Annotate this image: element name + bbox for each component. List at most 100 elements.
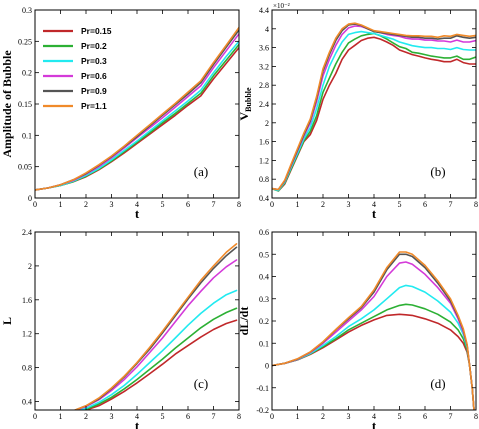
y-tick-label: 2 bbox=[28, 262, 32, 271]
x-axis-label: t bbox=[135, 418, 140, 429]
x-tick-label: 8 bbox=[474, 412, 478, 421]
legend-label: Pr=0.15 bbox=[81, 26, 112, 36]
y-tick-label: 0.5 bbox=[259, 250, 269, 259]
x-tick-label: 0 bbox=[33, 200, 37, 209]
legend-label: Pr=0.6 bbox=[81, 71, 107, 81]
series-line-pr-1-1 bbox=[35, 26, 239, 191]
y-axis-label-main: Amplitude of Bubble bbox=[0, 50, 14, 158]
y-tick-label: 0.2 bbox=[22, 69, 32, 78]
y-axis-label-main: V bbox=[237, 112, 251, 121]
legend: Pr=0.15 Pr=0.2 Pr=0.3 Pr=0.6 Pr=0.9 Pr=1.1 bbox=[43, 26, 112, 111]
x-tick-label: 6 bbox=[423, 200, 427, 209]
y-tick-label: 0.8 bbox=[22, 364, 32, 373]
y-tick-label: -0.1 bbox=[256, 384, 269, 393]
panel-label: (c) bbox=[194, 376, 208, 391]
x-tick-label: 0 bbox=[270, 200, 274, 209]
series-line-pr-0-3 bbox=[76, 289, 238, 410]
y-tick-label: 0.25 bbox=[18, 37, 32, 46]
chart-panel-c: 0 1 2 3 4 5 6 7 8 0.4 0.8 1.2 1.6 2 2.4 t L (c) bbox=[0, 228, 241, 429]
panel-label: (b) bbox=[430, 164, 445, 179]
x-tick-label: 3 bbox=[347, 200, 351, 209]
y-tick-label: 2.8 bbox=[259, 81, 269, 90]
y-tick-label: 0.8 bbox=[259, 175, 269, 184]
series-line-pr-0-9 bbox=[35, 29, 239, 191]
x-tick-label: 3 bbox=[110, 200, 114, 209]
x-tick-label: 5 bbox=[161, 412, 165, 421]
x-tick-label: 0 bbox=[270, 412, 274, 421]
y-axis-label: L bbox=[0, 317, 14, 325]
x-axis-label: t bbox=[372, 206, 377, 221]
y-tick-label: 1.6 bbox=[22, 296, 32, 305]
y-tick-label: 0.05 bbox=[18, 163, 32, 172]
plot-frame bbox=[34, 9, 240, 199]
x-tick-label: 0 bbox=[33, 412, 37, 421]
y-tick-label: 0.4 bbox=[259, 194, 269, 203]
x-tick-label: 3 bbox=[347, 412, 351, 421]
series-line-pr-0-2 bbox=[77, 307, 238, 410]
x-tick-label: 1 bbox=[296, 412, 300, 421]
y-tick-label: 0 bbox=[265, 362, 269, 371]
series-line-pr-0-15 bbox=[272, 313, 475, 410]
y-axis-label: VBubble bbox=[237, 87, 253, 121]
series-lines bbox=[35, 26, 239, 191]
y-tick-label: 0.4 bbox=[22, 398, 32, 407]
y-tick-label: 2.4 bbox=[259, 100, 269, 109]
series-lines bbox=[272, 251, 475, 410]
y-axis-label: dL/dt bbox=[237, 307, 251, 336]
x-tick-label: 3 bbox=[110, 412, 114, 421]
y-tick-label: -0.2 bbox=[256, 406, 269, 415]
series-line-pr-0-3 bbox=[35, 40, 239, 191]
y-tick-label: 1.6 bbox=[259, 138, 269, 147]
series-lines bbox=[73, 243, 238, 410]
y-tick-label: 2 bbox=[265, 119, 269, 128]
y-tick-label: 3.6 bbox=[259, 44, 269, 53]
x-tick-label: 5 bbox=[161, 200, 165, 209]
y-tick-label: 4 bbox=[265, 25, 269, 34]
x-tick-label: 8 bbox=[237, 200, 241, 209]
series-line-pr-1-1 bbox=[73, 243, 238, 410]
y-axis-label-subscript: Bubble bbox=[244, 87, 253, 112]
chart-panel-d: 0 1 2 3 4 5 6 7 8 -0.2 -0.1 0 0.1 0.2 0.3 0.4 0.5 0.6 t dL/… bbox=[237, 228, 478, 429]
series-line-pr-1-1 bbox=[272, 22, 476, 191]
chart-panel-a: 0 1 2 3 4 5 6 7 8 0 0.05 0.1 0.15 0.2 0.25 0.3 t Amplitud… bbox=[0, 6, 241, 221]
x-tick-label: 4 bbox=[135, 200, 139, 209]
legend-label: Pr=1.1 bbox=[81, 101, 107, 111]
y-tick-label: 0.1 bbox=[22, 131, 32, 140]
x-tick-label: 8 bbox=[237, 412, 241, 421]
x-tick-label: 1 bbox=[296, 200, 300, 209]
y-axis-label: Amplitude of Bubble bbox=[0, 50, 14, 158]
y-tick-label: 1.2 bbox=[259, 156, 269, 165]
series-line-pr-0-2 bbox=[35, 43, 239, 191]
x-tick-label: 5 bbox=[398, 412, 402, 421]
y-tick-label: 1.2 bbox=[22, 330, 32, 339]
y-tick-label: 0.4 bbox=[259, 273, 269, 282]
series-line-pr-0-15 bbox=[272, 36, 476, 192]
x-tick-label: 7 bbox=[449, 200, 453, 209]
x-tick-label: 6 bbox=[186, 412, 190, 421]
x-tick-label: 1 bbox=[59, 412, 63, 421]
y-axis-label-main: L bbox=[0, 317, 14, 325]
series-line-pr-0-6 bbox=[35, 33, 239, 191]
series-line-pr-0-15 bbox=[81, 319, 238, 410]
series-line-pr-0-6 bbox=[73, 259, 238, 410]
legend-label: Pr=0.3 bbox=[81, 56, 107, 66]
chart-panel-b: 0 1 2 3 4 5 6 7 8 0.4 0.8 1.2 1.6 2 2.4 2.8 3.2 3.6 4 4.4 t V… bbox=[237, 2, 478, 221]
y-tick-label: 0.2 bbox=[259, 317, 269, 326]
x-tick-label: 2 bbox=[84, 200, 88, 209]
y-tick-label: 0.15 bbox=[18, 100, 32, 109]
y-tick-label: 3.2 bbox=[259, 62, 269, 71]
x-tick-label: 6 bbox=[423, 412, 427, 421]
series-line-pr-0-3 bbox=[272, 30, 476, 192]
y-axis-label-main: dL/dt bbox=[237, 307, 251, 336]
y-tick-label: 0.3 bbox=[22, 6, 32, 15]
y-tick-label: 0 bbox=[28, 194, 32, 203]
legend-label: Pr=0.2 bbox=[81, 41, 107, 51]
x-tick-label: 1 bbox=[59, 200, 63, 209]
x-axis-label: t bbox=[135, 206, 140, 221]
x-tick-label: 2 bbox=[84, 412, 88, 421]
x-tick-label: 4 bbox=[135, 412, 139, 421]
x-tick-label: 7 bbox=[212, 412, 216, 421]
x-tick-label: 5 bbox=[398, 200, 402, 209]
x-tick-label: 4 bbox=[372, 200, 376, 209]
